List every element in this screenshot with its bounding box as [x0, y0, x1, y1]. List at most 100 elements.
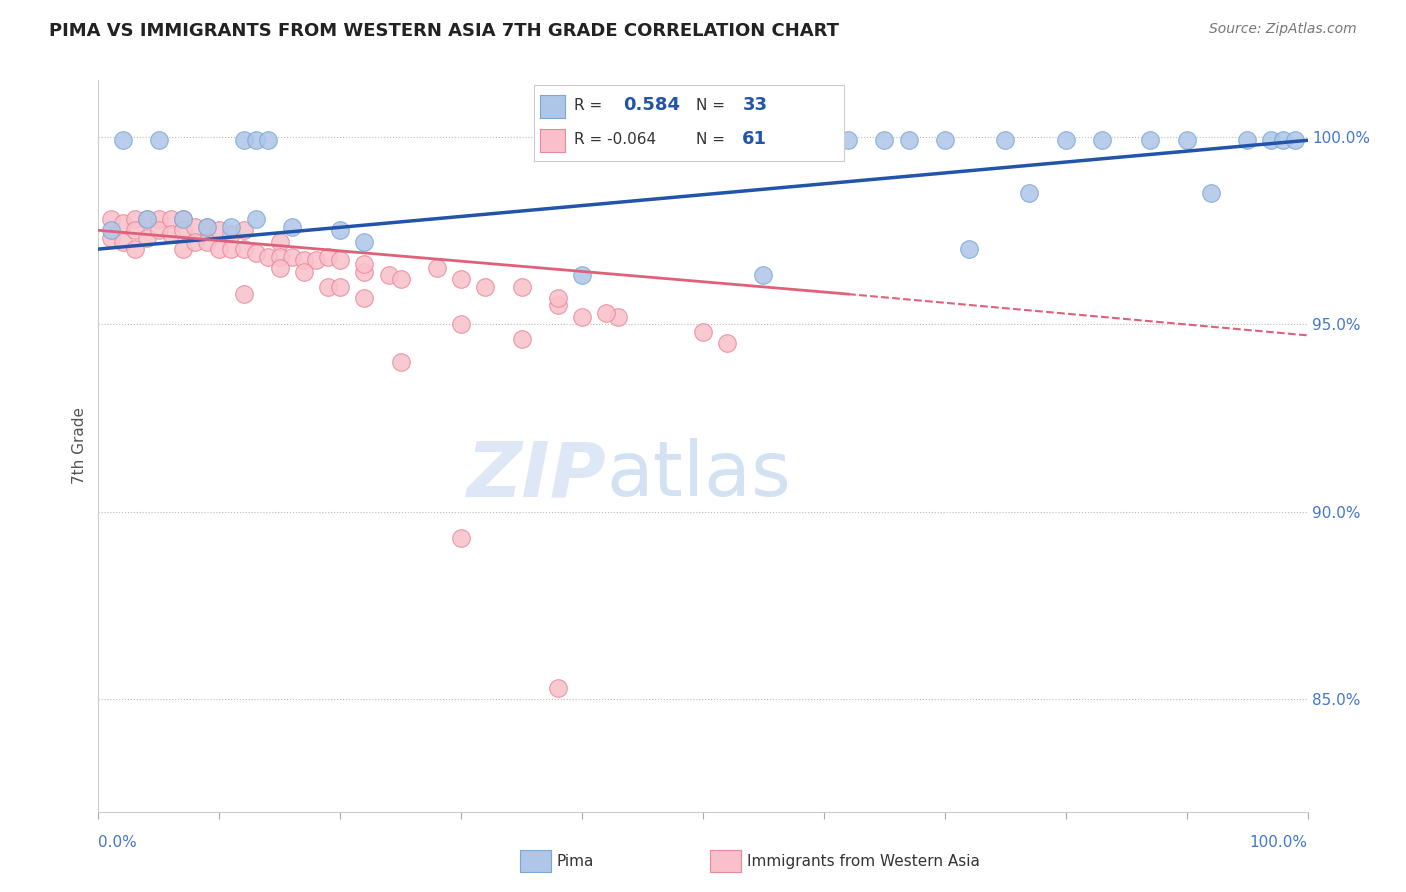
Point — [256, 133, 278, 147]
Point — [547, 298, 569, 312]
Point — [256, 250, 278, 264]
Point — [135, 212, 157, 227]
Point — [1018, 186, 1040, 200]
Point — [377, 268, 399, 283]
Point — [292, 253, 315, 268]
Point — [245, 133, 267, 147]
Point — [148, 223, 170, 237]
Text: Immigrants from Western Asia: Immigrants from Western Asia — [747, 855, 980, 869]
Point — [329, 223, 352, 237]
Point — [571, 268, 593, 283]
Text: 0.584: 0.584 — [623, 96, 681, 114]
Point — [450, 531, 472, 545]
Point — [100, 212, 122, 227]
Point — [837, 133, 859, 147]
Text: 33: 33 — [742, 96, 768, 114]
Point — [800, 133, 823, 147]
Point — [1284, 133, 1306, 147]
Point — [148, 212, 170, 227]
Point — [160, 227, 183, 241]
Point — [353, 291, 375, 305]
Point — [184, 235, 207, 249]
Text: Pima: Pima — [557, 855, 595, 869]
Point — [232, 242, 254, 256]
Point — [329, 253, 352, 268]
Point — [111, 216, 134, 230]
Point — [752, 268, 775, 283]
Text: R =: R = — [574, 98, 602, 112]
Point — [281, 250, 304, 264]
Point — [716, 335, 738, 350]
Point — [1091, 133, 1114, 147]
Point — [329, 279, 352, 293]
Point — [195, 219, 218, 234]
Point — [281, 219, 304, 234]
Point — [292, 264, 315, 278]
Text: N =: N = — [696, 98, 725, 112]
Point — [195, 235, 218, 249]
Point — [389, 272, 412, 286]
Point — [124, 212, 146, 227]
Point — [232, 133, 254, 147]
Point — [100, 231, 122, 245]
Point — [160, 212, 183, 227]
Text: 61: 61 — [742, 130, 768, 148]
Point — [1139, 133, 1161, 147]
Point — [232, 223, 254, 237]
Text: 0.0%: 0.0% — [98, 836, 138, 850]
Point — [450, 317, 472, 331]
Point — [208, 223, 231, 237]
Y-axis label: 7th Grade: 7th Grade — [72, 408, 87, 484]
Point — [221, 227, 243, 241]
Point — [245, 212, 267, 227]
Point — [547, 681, 569, 695]
Point — [595, 306, 617, 320]
Point — [474, 279, 496, 293]
Point — [245, 245, 267, 260]
Text: R = -0.064: R = -0.064 — [574, 132, 655, 146]
Text: ZIP: ZIP — [467, 438, 606, 512]
Point — [269, 250, 291, 264]
Point — [1260, 133, 1282, 147]
Point — [571, 310, 593, 324]
Point — [148, 133, 170, 147]
Text: PIMA VS IMMIGRANTS FROM WESTERN ASIA 7TH GRADE CORRELATION CHART: PIMA VS IMMIGRANTS FROM WESTERN ASIA 7TH… — [49, 22, 839, 40]
Text: atlas: atlas — [606, 438, 792, 512]
Text: Source: ZipAtlas.com: Source: ZipAtlas.com — [1209, 22, 1357, 37]
Point — [135, 212, 157, 227]
Point — [957, 242, 980, 256]
Point — [450, 272, 472, 286]
Point — [111, 235, 134, 249]
Point — [1199, 186, 1222, 200]
Point — [172, 212, 194, 227]
Point — [994, 133, 1017, 147]
Point — [547, 291, 569, 305]
Point — [195, 219, 218, 234]
Point — [221, 219, 243, 234]
Point — [353, 264, 375, 278]
Point — [172, 242, 194, 256]
Point — [124, 223, 146, 237]
Point — [389, 354, 412, 368]
Point — [269, 260, 291, 275]
Point — [221, 242, 243, 256]
Point — [232, 287, 254, 301]
Point — [353, 235, 375, 249]
Point — [135, 231, 157, 245]
Point — [100, 223, 122, 237]
Point — [353, 257, 375, 271]
Point — [692, 325, 714, 339]
Point — [426, 260, 449, 275]
Point — [172, 212, 194, 227]
Point — [873, 133, 896, 147]
Point — [172, 223, 194, 237]
Point — [897, 133, 920, 147]
Point — [1272, 133, 1295, 147]
Point — [305, 253, 328, 268]
Point — [184, 219, 207, 234]
Point — [510, 332, 533, 346]
Point — [111, 133, 134, 147]
Point — [316, 250, 339, 264]
Point — [1054, 133, 1077, 147]
Point — [208, 242, 231, 256]
